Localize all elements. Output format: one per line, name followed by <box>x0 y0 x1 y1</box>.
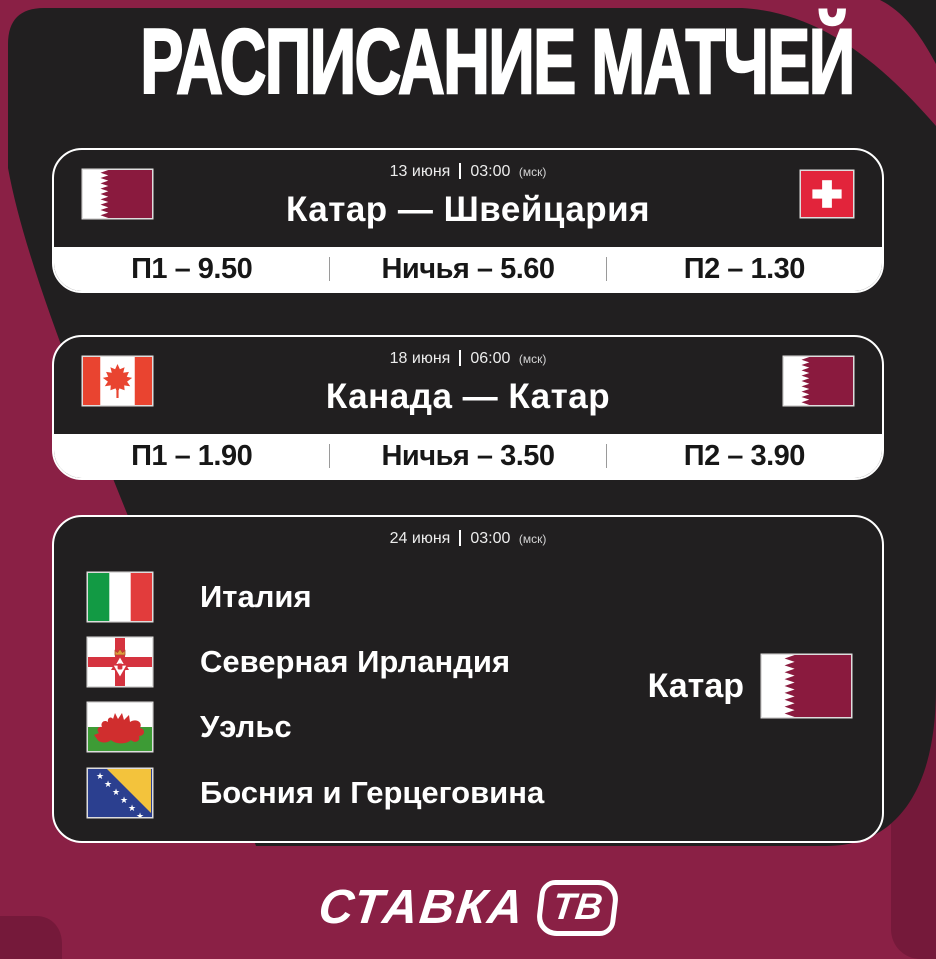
team-row-wales: Уэльс <box>88 703 292 751</box>
logo-tv-badge: ТВ <box>534 880 621 936</box>
match-date: 13 июня <box>389 163 451 180</box>
match-title: Катар — Швейцария <box>285 190 651 229</box>
match-datetime: 13 июня 03:00 (мск) <box>54 163 882 181</box>
odds-band: П1 – 9.50 Ничья – 5.60 П2 – 1.30 <box>54 247 882 291</box>
opponent-block: Катар <box>648 655 851 717</box>
team-name: Италия <box>200 579 312 614</box>
wales-flag-icon <box>88 703 152 751</box>
match-card-1: 13 июня 03:00 (мск) Катар — Швейцария П1 … <box>52 148 884 293</box>
canada-flag-icon <box>83 357 152 405</box>
logo-brand-text: СТАВКА <box>315 881 529 934</box>
match-date: 24 июня <box>389 530 451 547</box>
bosnia-herzegovina-flag-icon: ★ ★ ★ ★ ★ ★ <box>88 769 152 817</box>
switzerland-flag-icon <box>801 171 853 217</box>
northern-ireland-flag-icon <box>88 638 152 686</box>
svg-text:★: ★ <box>136 811 144 817</box>
timezone-label: (мск) <box>518 165 547 179</box>
timezone-label: (мск) <box>518 532 547 546</box>
date-time-divider <box>459 530 462 546</box>
team-row-bosnia: ★ ★ ★ ★ ★ ★ Босния и Герцеговина <box>88 769 544 817</box>
team-row-italy: Италия <box>88 573 312 621</box>
odds-p1: П1 – 1.90 <box>131 439 253 472</box>
odds-draw: Ничья – 5.60 <box>381 252 555 285</box>
stavka-tv-logo: СТАВКА ТВ <box>0 880 936 936</box>
qatar-flag-icon <box>762 655 851 717</box>
svg-text:★: ★ <box>104 779 112 789</box>
date-time-divider <box>459 163 462 179</box>
match-time: 06:00 <box>470 350 511 367</box>
odds-band: П1 – 1.90 Ничья – 3.50 П2 – 3.90 <box>54 434 882 478</box>
team-name: Босния и Герцеговина <box>200 775 545 810</box>
svg-text:★: ★ <box>120 795 128 805</box>
qatar-flag-icon <box>83 170 152 218</box>
svg-text:★: ★ <box>96 771 104 781</box>
odds-draw: Ничья – 3.50 <box>381 439 555 472</box>
page-title: РАСПИСАНИЕ МАТЧЕЙ <box>140 11 856 113</box>
match-time: 03:00 <box>470 163 511 180</box>
odds-divider <box>329 444 331 468</box>
odds-divider <box>605 257 607 281</box>
match-card-2: 18 июня 06:00 (мск) Канада — Катар П1 – 1… <box>52 335 884 480</box>
team-name: Уэльс <box>200 709 292 744</box>
team-name: Северная Ирландия <box>200 644 511 679</box>
svg-text:★: ★ <box>112 787 120 797</box>
match-time: 03:00 <box>470 530 511 547</box>
group-card: 24 июня 03:00 (мск) Италия Северная Ирлан… <box>52 515 884 843</box>
odds-p2: П2 – 1.30 <box>683 252 806 285</box>
odds-divider <box>329 257 331 281</box>
odds-divider <box>605 444 607 468</box>
italy-flag-icon <box>88 573 152 621</box>
odds-p2: П2 – 3.90 <box>683 439 806 472</box>
opponent-name: Катар <box>647 666 744 705</box>
timezone-label: (мск) <box>518 352 547 366</box>
qatar-flag-icon <box>784 357 853 405</box>
team-row-northern-ireland: Северная Ирландия <box>88 638 510 686</box>
date-time-divider <box>459 350 462 366</box>
odds-p1: П1 – 9.50 <box>131 252 253 285</box>
match-datetime: 24 июня 03:00 (мск) <box>54 530 882 548</box>
match-title: Канада — Катар <box>325 377 611 416</box>
match-date: 18 июня <box>389 350 451 367</box>
match-datetime: 18 июня 06:00 (мск) <box>54 350 882 368</box>
svg-text:★: ★ <box>128 803 136 813</box>
